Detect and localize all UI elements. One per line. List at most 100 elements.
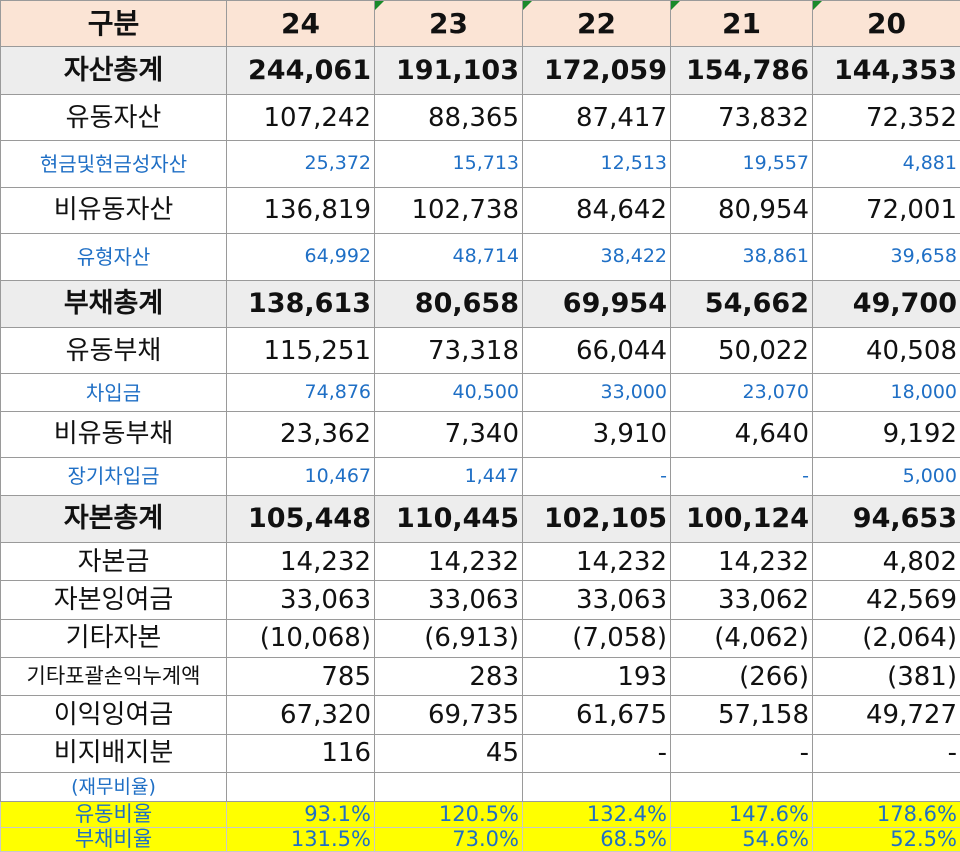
value-cell[interactable]: 131.5% xyxy=(226,826,375,852)
value-cell[interactable]: 69,735 xyxy=(374,695,523,735)
value-cell[interactable]: 72,001 xyxy=(812,186,960,235)
header-cell-year[interactable]: 24 xyxy=(226,0,375,48)
value-cell[interactable]: 100,124 xyxy=(670,494,813,543)
value-cell[interactable]: 33,063 xyxy=(226,580,375,620)
value-cell[interactable]: 23,070 xyxy=(670,373,813,412)
value-cell[interactable]: 23,362 xyxy=(226,410,375,459)
value-cell[interactable]: 88,365 xyxy=(374,93,523,142)
value-cell[interactable]: 69,954 xyxy=(522,279,671,328)
value-cell[interactable]: 15,713 xyxy=(374,140,523,188)
value-cell[interactable]: 14,232 xyxy=(522,541,671,582)
row-label-cell[interactable]: 비유동부채 xyxy=(0,410,227,459)
value-cell[interactable]: 4,881 xyxy=(812,140,960,188)
value-cell[interactable]: (2,064) xyxy=(812,618,960,659)
header-cell-category[interactable]: 구분 xyxy=(0,0,227,48)
value-cell[interactable]: 40,508 xyxy=(812,326,960,375)
value-cell[interactable]: 80,658 xyxy=(374,279,523,328)
value-cell[interactable]: 64,992 xyxy=(226,233,375,281)
value-cell[interactable] xyxy=(812,772,960,803)
value-cell[interactable]: 244,061 xyxy=(226,46,375,95)
value-cell[interactable]: (266) xyxy=(670,657,813,697)
row-label-cell[interactable]: 유동자산 xyxy=(0,93,227,142)
value-cell[interactable]: (10,068) xyxy=(226,618,375,659)
row-label-cell[interactable]: 유동비율 xyxy=(0,801,227,828)
value-cell[interactable]: 40,500 xyxy=(374,373,523,412)
value-cell[interactable]: (6,913) xyxy=(374,618,523,659)
value-cell[interactable]: 94,653 xyxy=(812,494,960,543)
value-cell[interactable] xyxy=(374,772,523,803)
row-label-cell[interactable]: 유동부채 xyxy=(0,326,227,375)
value-cell[interactable]: 116 xyxy=(226,733,375,774)
row-label-cell[interactable]: 비유동자산 xyxy=(0,186,227,235)
value-cell[interactable]: 107,242 xyxy=(226,93,375,142)
value-cell[interactable]: 785 xyxy=(226,657,375,697)
value-cell[interactable]: 66,044 xyxy=(522,326,671,375)
row-label-cell[interactable]: 자산총계 xyxy=(0,46,227,95)
value-cell[interactable]: 49,727 xyxy=(812,695,960,735)
value-cell[interactable]: 68.5% xyxy=(522,826,671,852)
value-cell[interactable]: 283 xyxy=(374,657,523,697)
value-cell[interactable]: 147.6% xyxy=(670,801,813,828)
header-cell-year[interactable]: 20 xyxy=(812,0,960,48)
value-cell[interactable]: 19,557 xyxy=(670,140,813,188)
value-cell[interactable]: 54.6% xyxy=(670,826,813,852)
value-cell[interactable]: 49,700 xyxy=(812,279,960,328)
value-cell[interactable]: 12,513 xyxy=(522,140,671,188)
value-cell[interactable]: 33,063 xyxy=(522,580,671,620)
value-cell[interactable]: 4,802 xyxy=(812,541,960,582)
value-cell[interactable] xyxy=(670,772,813,803)
value-cell[interactable]: 105,448 xyxy=(226,494,375,543)
value-cell[interactable] xyxy=(522,772,671,803)
value-cell[interactable]: 14,232 xyxy=(670,541,813,582)
value-cell[interactable]: 33,000 xyxy=(522,373,671,412)
value-cell[interactable]: 4,640 xyxy=(670,410,813,459)
value-cell[interactable]: 132.4% xyxy=(522,801,671,828)
row-label-cell[interactable]: 유형자산 xyxy=(0,233,227,281)
row-label-cell[interactable]: 부채비율 xyxy=(0,826,227,852)
value-cell[interactable]: 102,105 xyxy=(522,494,671,543)
value-cell[interactable]: 48,714 xyxy=(374,233,523,281)
row-label-cell[interactable]: 자본총계 xyxy=(0,494,227,543)
value-cell[interactable]: 33,062 xyxy=(670,580,813,620)
header-cell-year[interactable]: 21 xyxy=(670,0,813,48)
header-cell-year[interactable]: 22 xyxy=(522,0,671,48)
row-label-cell[interactable]: 기타포괄손익누계액 xyxy=(0,657,227,697)
value-cell[interactable]: 5,000 xyxy=(812,457,960,496)
value-cell[interactable]: 10,467 xyxy=(226,457,375,496)
value-cell[interactable]: 72,352 xyxy=(812,93,960,142)
value-cell[interactable]: (7,058) xyxy=(522,618,671,659)
value-cell[interactable]: 42,569 xyxy=(812,580,960,620)
value-cell[interactable]: 7,340 xyxy=(374,410,523,459)
value-cell[interactable]: 144,353 xyxy=(812,46,960,95)
value-cell[interactable]: 25,372 xyxy=(226,140,375,188)
value-cell[interactable]: 52.5% xyxy=(812,826,960,852)
value-cell[interactable] xyxy=(226,772,375,803)
value-cell[interactable]: 1,447 xyxy=(374,457,523,496)
header-cell-year[interactable]: 23 xyxy=(374,0,523,48)
value-cell[interactable]: 193 xyxy=(522,657,671,697)
value-cell[interactable]: 154,786 xyxy=(670,46,813,95)
value-cell[interactable]: 54,662 xyxy=(670,279,813,328)
value-cell[interactable]: - xyxy=(670,457,813,496)
value-cell[interactable]: 178.6% xyxy=(812,801,960,828)
value-cell[interactable]: 3,910 xyxy=(522,410,671,459)
value-cell[interactable]: 191,103 xyxy=(374,46,523,95)
value-cell[interactable]: 138,613 xyxy=(226,279,375,328)
value-cell[interactable]: 39,658 xyxy=(812,233,960,281)
value-cell[interactable]: 73,318 xyxy=(374,326,523,375)
value-cell[interactable]: - xyxy=(522,733,671,774)
value-cell[interactable]: 57,158 xyxy=(670,695,813,735)
value-cell[interactable]: 74,876 xyxy=(226,373,375,412)
row-label-cell[interactable]: 기타자본 xyxy=(0,618,227,659)
row-label-cell[interactable]: 장기차입금 xyxy=(0,457,227,496)
value-cell[interactable]: 14,232 xyxy=(374,541,523,582)
row-label-cell[interactable]: 자본금 xyxy=(0,541,227,582)
value-cell[interactable]: 93.1% xyxy=(226,801,375,828)
value-cell[interactable]: (4,062) xyxy=(670,618,813,659)
value-cell[interactable]: 61,675 xyxy=(522,695,671,735)
value-cell[interactable]: 115,251 xyxy=(226,326,375,375)
value-cell[interactable]: 102,738 xyxy=(374,186,523,235)
value-cell[interactable]: 87,417 xyxy=(522,93,671,142)
row-label-cell[interactable]: 비지배지분 xyxy=(0,733,227,774)
value-cell[interactable]: 9,192 xyxy=(812,410,960,459)
